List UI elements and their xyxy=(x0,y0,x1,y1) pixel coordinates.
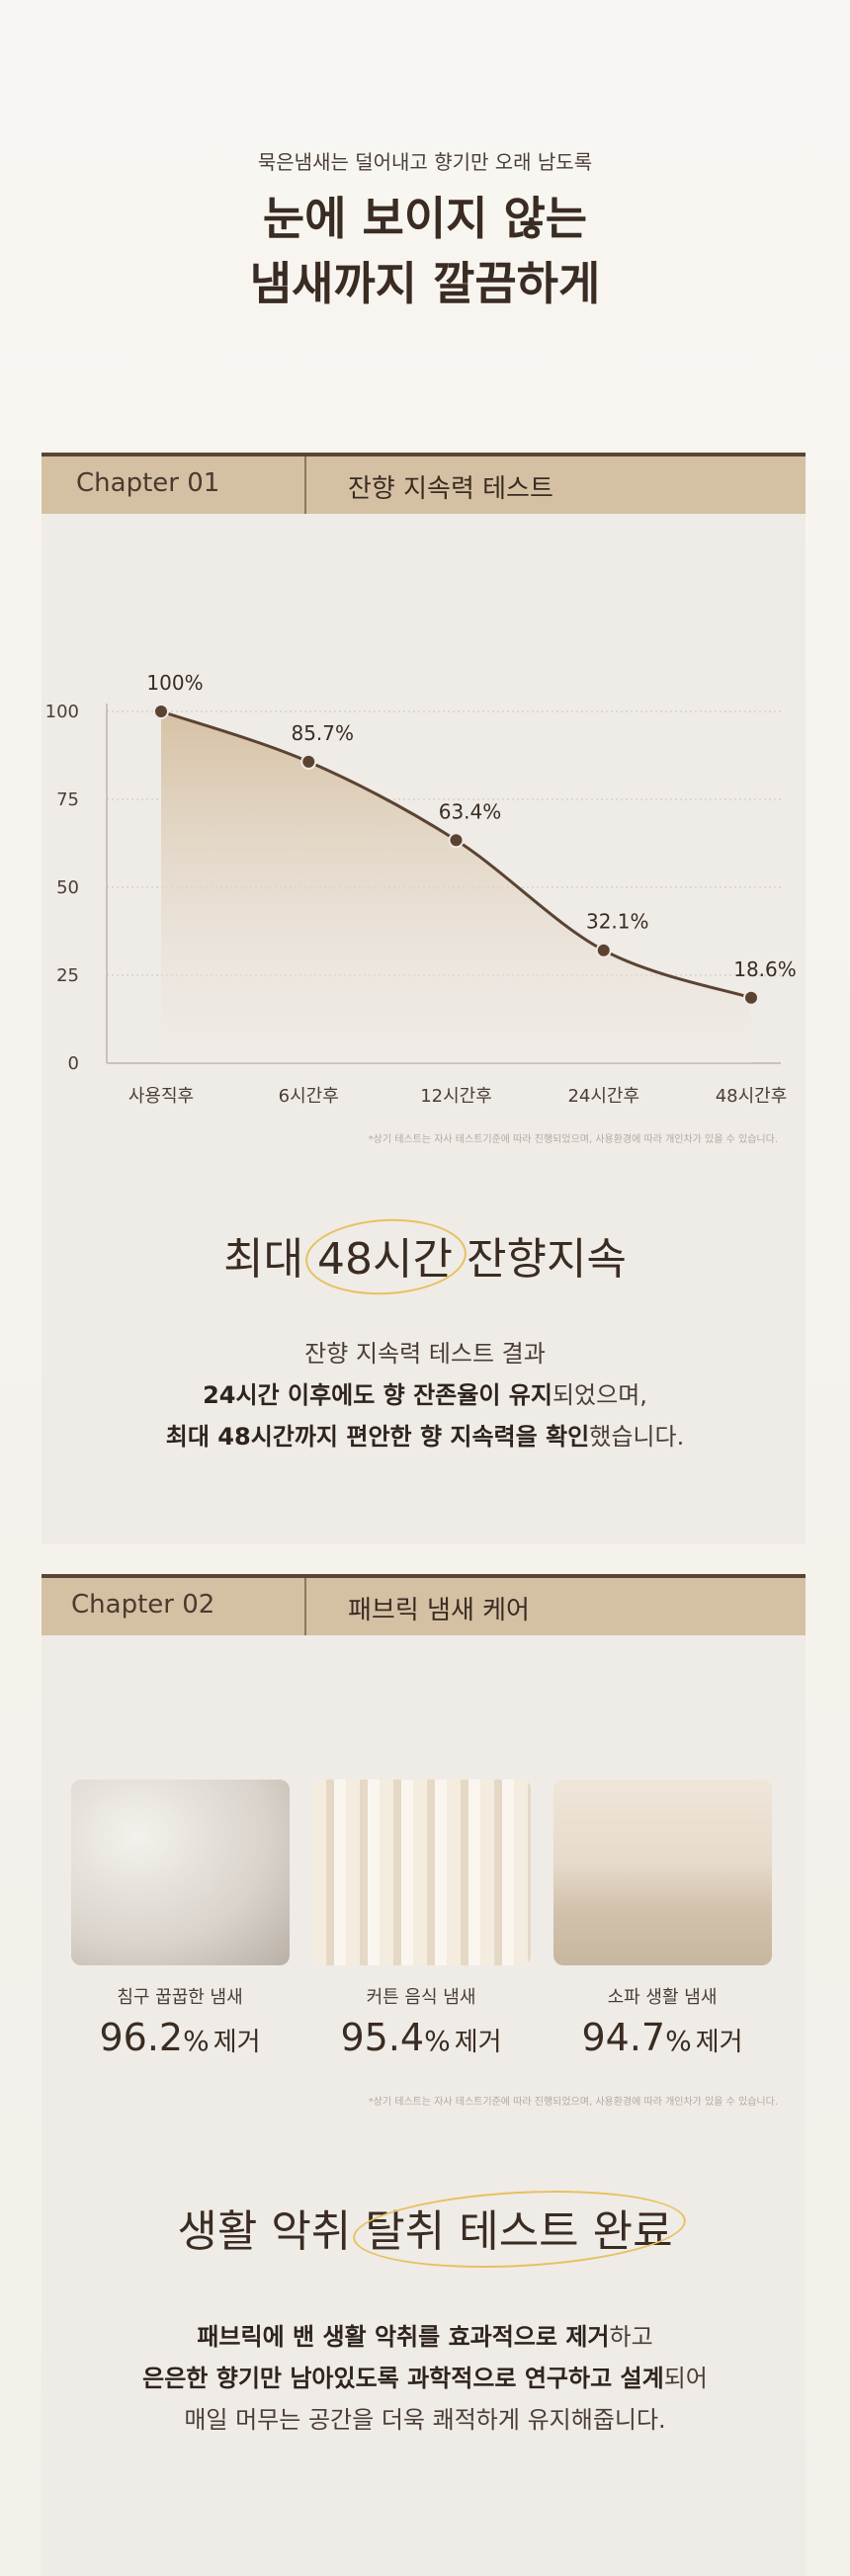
paragraph-text: 매일 머무는 공간을 더욱 쾌적하게 유지해줍니다. xyxy=(184,2406,666,2434)
paragraph: 잔향 지속력 테스트 결과 24시간 이후에도 향 잔존율이 유지되었으며, 최대 … xyxy=(0,1333,850,1457)
paragraph-text: 패브릭에 밴 생활 악취를 효과적으로 제거 xyxy=(197,2323,610,2351)
item-label: 커튼 음식 냄새 xyxy=(366,1987,476,2008)
title: 눈에 보이지 않는 냄새까지 깔끔하게 xyxy=(0,186,850,316)
y-tick-label: 25 xyxy=(56,965,79,986)
chapter-label: Chapter 02 xyxy=(71,1590,215,1620)
paragraph-text: 24시간 이후에도 향 잔존율이 유지 xyxy=(203,1381,552,1409)
stat-unit: % xyxy=(183,2025,210,2057)
stat-suffix: 제거 xyxy=(212,2028,261,2057)
y-tick-label: 50 xyxy=(56,877,79,898)
footnote: *상기 테스트는 자사 테스트기준에 따라 진행되었으며, 사용환경에 따라 개… xyxy=(368,1134,778,1145)
chapter-title: 패브릭 냄새 케어 xyxy=(348,1596,530,1625)
paragraph-text: 최대 48시간까지 편안한 향 지속력을 확인 xyxy=(165,1423,590,1451)
chart: 0 25 50 75 100 100% 85.7% 63.4% 32.1% 18.6% 사용직후 6시… xyxy=(45,671,797,1107)
y-tick-label: 100 xyxy=(45,702,79,722)
chapter-bar: Chapter 01 잔향 지속력 테스트 xyxy=(42,453,806,514)
stat-unit: % xyxy=(424,2025,451,2057)
value-label: 63.4% xyxy=(439,799,502,823)
stat-suffix: 제거 xyxy=(454,2028,502,2057)
stat-value: 96.2 xyxy=(99,2016,184,2059)
value-label: 32.1% xyxy=(586,910,649,934)
paragraph-line: 24시간 이후에도 향 잔존율이 유지되었으며, xyxy=(0,1374,850,1416)
paragraph-text: 하고 xyxy=(609,2323,653,2351)
paragraph-line: 매일 머무는 공간을 더욱 쾌적하게 유지해줍니다. xyxy=(0,2399,850,2441)
headline-text: 생활 악취 xyxy=(177,2206,366,2257)
chapter-title: 잔향 지속력 테스트 xyxy=(348,474,553,504)
y-tick-label: 75 xyxy=(56,789,79,810)
highlight-text: 탈취 테스트 완료 xyxy=(365,2196,672,2259)
item-label: 소파 생활 냄새 xyxy=(607,1987,718,2008)
y-tick-label: 0 xyxy=(68,1053,79,1074)
x-tick-label: 24시간후 xyxy=(567,1086,639,1107)
highlight-text: 48시간 xyxy=(317,1223,453,1287)
photo-curtain xyxy=(312,1780,531,1965)
x-tick-label: 48시간후 xyxy=(716,1086,788,1107)
headline-text: 잔향지속 xyxy=(453,1234,627,1285)
item-label: 침구 꿉꿉한 냄새 xyxy=(117,1987,243,2008)
paragraph-text: 되었으며, xyxy=(552,1381,647,1409)
item-stat: 96.2% 제거 xyxy=(42,2016,318,2059)
stat-unit: % xyxy=(665,2025,692,2057)
paragraph: 패브릭에 밴 생활 악취를 효과적으로 제거하고 은은한 향기만 남아있도록 과학… xyxy=(0,2316,850,2441)
paragraph-text: 잔향 지속력 테스트 결과 xyxy=(304,1340,546,1368)
value-label: 85.7% xyxy=(291,721,354,745)
value-label: 18.6% xyxy=(733,957,797,981)
point xyxy=(448,832,465,849)
photo-bedding xyxy=(71,1780,290,1965)
title-line: 냄새까지 깔끔하게 xyxy=(249,257,601,310)
area xyxy=(161,711,751,1063)
paragraph-text: 은은한 향기만 남아있도록 과학적으로 연구하고 설계 xyxy=(142,2365,664,2392)
paragraph-line: 최대 48시간까지 편안한 향 지속력을 확인했습니다. xyxy=(0,1416,850,1457)
paragraph-line: 패브릭에 밴 생활 악취를 효과적으로 제거하고 xyxy=(0,2316,850,2358)
point xyxy=(595,942,612,958)
item-stat: 94.7% 제거 xyxy=(524,2016,801,2059)
headline: 최대 48시간 잔향지속 xyxy=(0,1223,850,1287)
item-stat: 95.4% 제거 xyxy=(283,2016,559,2059)
headline: 생활 악취 탈취 테스트 완료 xyxy=(0,2196,850,2259)
panel xyxy=(42,1574,806,2576)
point xyxy=(153,704,169,719)
headline-text: 최대 xyxy=(223,1234,318,1285)
value-label: 100% xyxy=(146,671,203,695)
photo-sofa xyxy=(553,1780,772,1965)
title-line: 눈에 보이지 않는 xyxy=(262,192,588,245)
x-tick-label: 12시간후 xyxy=(420,1086,492,1107)
chapter-label: Chapter 01 xyxy=(76,468,220,498)
point xyxy=(300,753,317,770)
point xyxy=(743,989,759,1006)
x-tick-label: 6시간후 xyxy=(279,1086,339,1107)
stat-suffix: 제거 xyxy=(695,2028,743,2057)
paragraph-text: 했습니다. xyxy=(589,1423,685,1451)
paragraph-line: 잔향 지속력 테스트 결과 xyxy=(0,1333,850,1374)
paragraph-line: 은은한 향기만 남아있도록 과학적으로 연구하고 설계되어 xyxy=(0,2358,850,2399)
subtitle: 묵은냄새는 덜어내고 향기만 오래 남도록 xyxy=(257,150,593,174)
x-tick-label: 사용직후 xyxy=(128,1086,194,1107)
stat-value: 95.4 xyxy=(340,2016,425,2059)
chapter-bar: Chapter 02 패브릭 냄새 케어 xyxy=(42,1574,806,1635)
footnote: *상기 테스트는 자사 테스트기준에 따라 진행되었으며, 사용환경에 따라 개… xyxy=(368,2097,778,2108)
stat-value: 94.7 xyxy=(581,2016,666,2059)
paragraph-text: 되어 xyxy=(663,2365,708,2392)
